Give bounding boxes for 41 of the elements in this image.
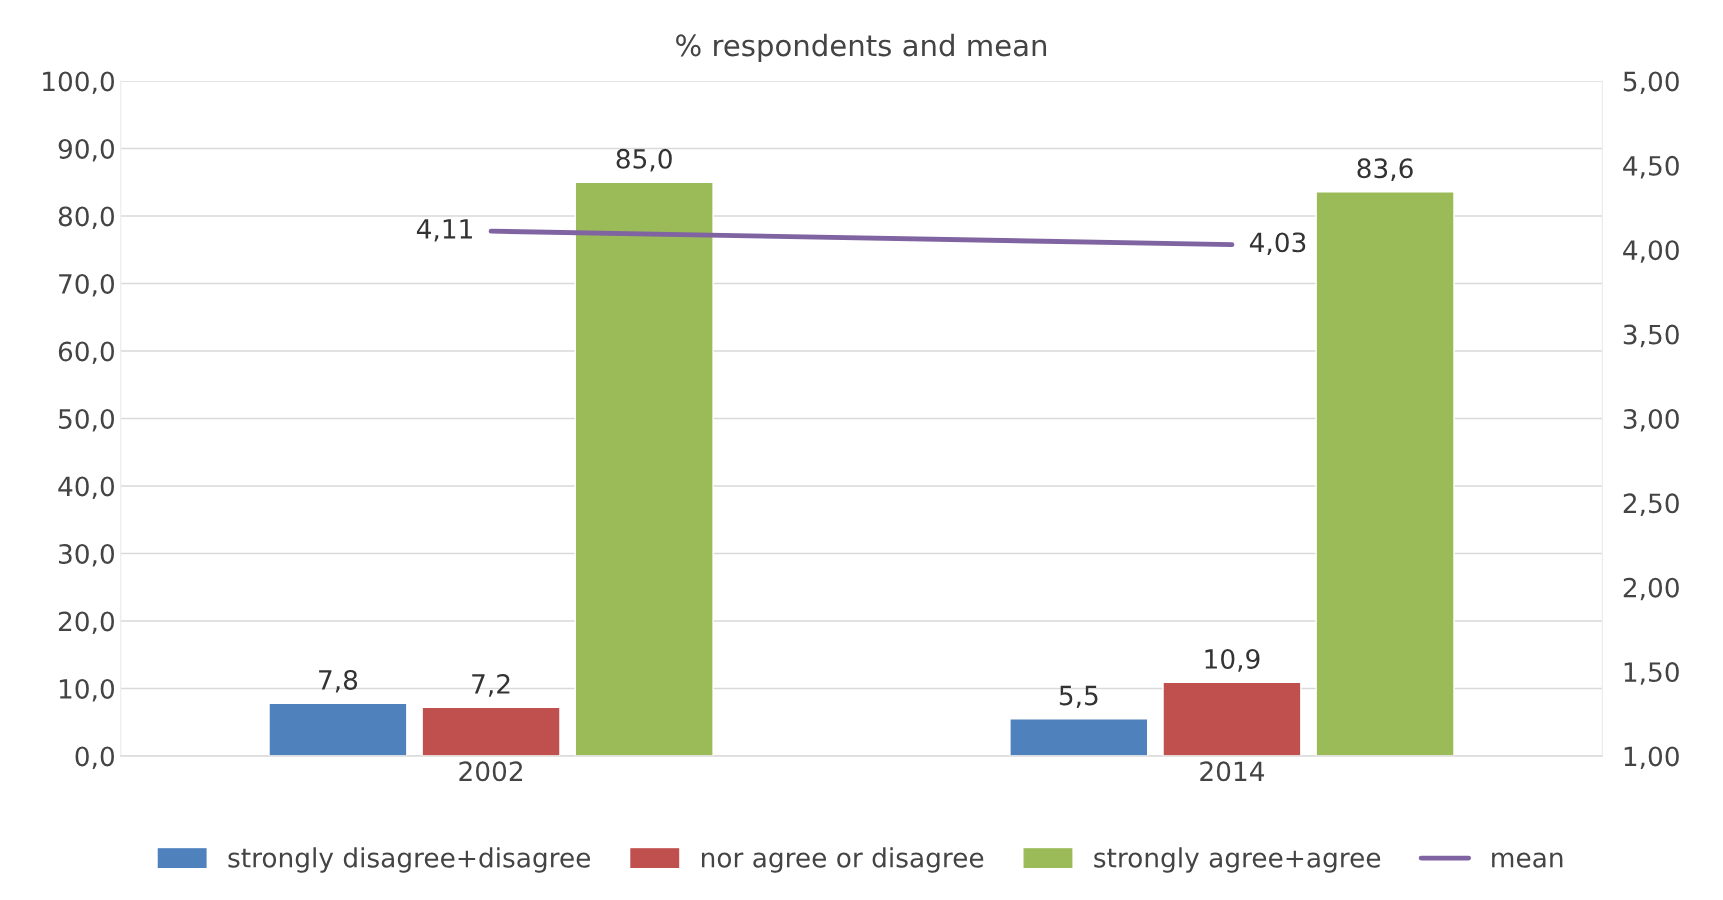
- bar: [1009, 718, 1149, 756]
- data-label: 4,11: [416, 219, 472, 242]
- y-tick-label: 10,0: [59, 678, 114, 702]
- data-label: 10,9: [1205, 649, 1260, 672]
- y-tick-label: 30,0: [59, 543, 114, 567]
- y-tick-label: 60,0: [58, 341, 114, 365]
- data-label: 85,0: [616, 148, 672, 172]
- legend-label: strongly disagree+disagree: [228, 847, 590, 873]
- y2-tick-label: 2,00: [1623, 577, 1679, 601]
- bar: [574, 181, 714, 756]
- y-tick-label: 40,0: [58, 476, 114, 500]
- y-tick-label: 90,0: [58, 138, 114, 162]
- bar: [268, 702, 408, 756]
- y2-tick-label: 4,00: [1623, 240, 1679, 263]
- y2-tick-label: 5,00: [1623, 71, 1679, 95]
- bar: [1315, 191, 1455, 756]
- x-tick-label: 2002: [459, 761, 522, 782]
- data-label: 4,03: [1249, 232, 1306, 256]
- chart-title: % respondents and mean: [676, 33, 1047, 63]
- legend-label: mean: [1492, 852, 1563, 868]
- bar: [421, 706, 561, 756]
- y2-tick-label: 4,50: [1623, 155, 1679, 179]
- y-tick-label: 50,0: [59, 408, 114, 432]
- y-tick-label: 80,0: [58, 206, 114, 230]
- y-tick-label: 20,0: [58, 611, 114, 635]
- data-label: 83,6: [1357, 158, 1413, 181]
- legend-label: strongly agree+agree: [1094, 847, 1381, 873]
- y2-tick-label: 1,00: [1624, 746, 1679, 770]
- y2-tick-label: 1,50: [1624, 662, 1679, 685]
- y2-tick-label: 3,00: [1623, 408, 1679, 432]
- y2-tick-label: 2,50: [1623, 493, 1679, 516]
- data-label: 5,5: [1059, 685, 1098, 709]
- y2-tick-label: 3,50: [1623, 324, 1679, 348]
- x-tick-label: 2014: [1200, 761, 1265, 782]
- y-tick-label: 70,0: [59, 273, 114, 297]
- data-label: 7,2: [472, 673, 510, 697]
- data-label: 7,8: [319, 669, 358, 693]
- legend-label: nor agree or disagree: [702, 847, 984, 873]
- y-tick-label: 100,0: [43, 71, 114, 95]
- y-tick-label: 0,0: [75, 746, 114, 770]
- bar: [1162, 681, 1302, 756]
